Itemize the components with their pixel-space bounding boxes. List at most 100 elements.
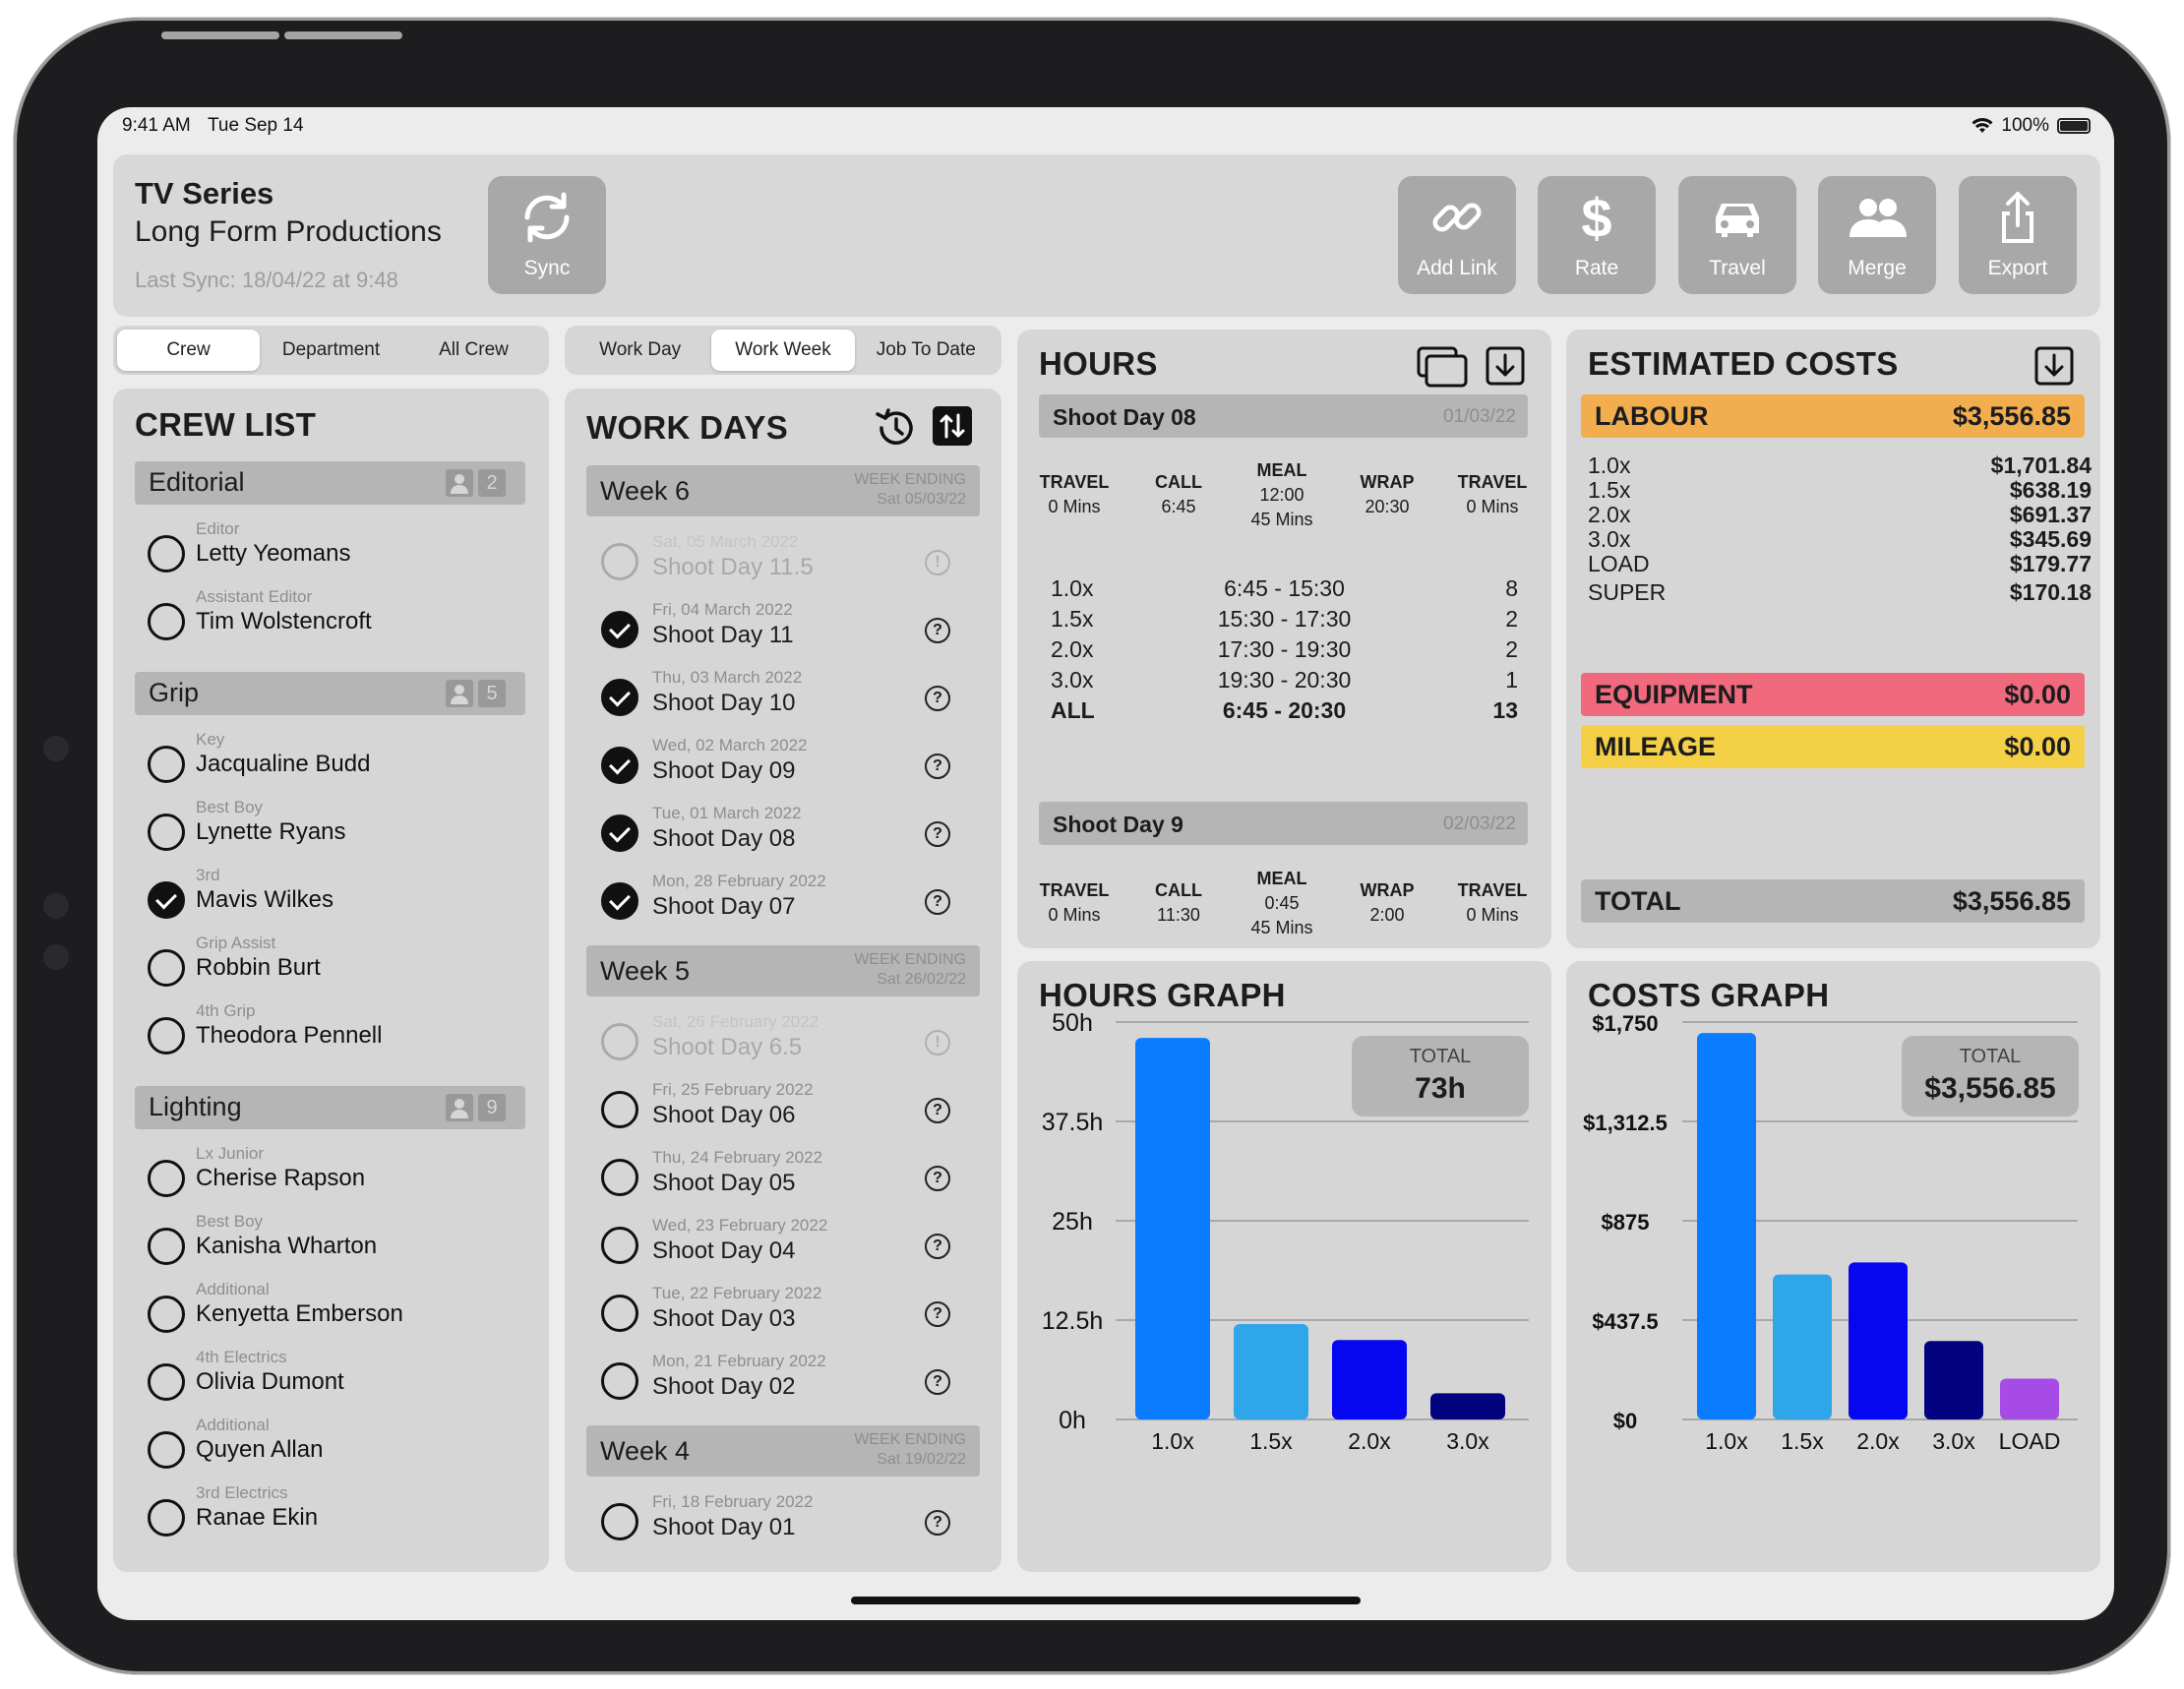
checked-icon[interactable] [148, 881, 185, 919]
help-icon[interactable]: ? [925, 1369, 950, 1395]
unchecked-icon[interactable] [148, 1228, 185, 1265]
crew-member[interactable]: Best Boy Kanisha Wharton [135, 1209, 525, 1277]
bar[interactable] [1332, 1340, 1407, 1419]
tab-job-to-date[interactable]: Job To Date [876, 339, 976, 360]
help-icon[interactable]: ? [925, 889, 950, 915]
info-icon[interactable]: ! [925, 1030, 950, 1056]
bar[interactable] [1234, 1324, 1308, 1419]
work-day[interactable]: Fri, 04 March 2022 Shoot Day 11? [586, 592, 980, 660]
equipment-band[interactable]: EQUIPMENT $0.00 [1581, 673, 2085, 716]
week-header[interactable]: Week 6 WEEK ENDING Sat 05/03/22 [586, 465, 980, 516]
bar[interactable] [1135, 1038, 1210, 1419]
unchecked-icon[interactable] [601, 1503, 638, 1540]
sort-icon[interactable] [933, 406, 972, 446]
week-header[interactable]: Week 5 WEEK ENDING Sat 26/02/22 [586, 945, 980, 996]
work-day[interactable]: Wed, 02 March 2022 Shoot Day 09? [586, 728, 980, 796]
crew-member[interactable]: 4th Grip Theodora Pennell [135, 998, 525, 1066]
crew-member[interactable]: 4th Electrics Olivia Dumont [135, 1345, 525, 1413]
bar[interactable] [1773, 1274, 1832, 1419]
unchecked-icon[interactable] [148, 746, 185, 783]
crew-member[interactable]: Editor Letty Yeomans [135, 516, 525, 584]
help-icon[interactable]: ? [925, 1510, 950, 1536]
work-day[interactable]: Mon, 28 February 2022 Shoot Day 07? [586, 864, 980, 932]
help-icon[interactable]: ? [925, 1098, 950, 1123]
rate-button[interactable]: $ Rate [1538, 176, 1656, 294]
download-icon[interactable] [1485, 345, 1526, 387]
labour-band[interactable]: LABOUR $3,556.85 [1581, 394, 2085, 438]
home-indicator[interactable] [851, 1597, 1361, 1604]
bar[interactable] [1697, 1033, 1756, 1419]
crew-member[interactable]: 3rd Mavis Wilkes [135, 863, 525, 931]
export-button[interactable]: Export [1959, 176, 2077, 294]
merge-button[interactable]: Merge [1818, 176, 1936, 294]
help-icon[interactable]: ? [925, 1301, 950, 1327]
unchecked-icon[interactable] [148, 603, 185, 640]
unchecked-icon[interactable] [601, 1023, 638, 1060]
crew-member[interactable]: Assistant Editor Tim Wolstencroft [135, 584, 525, 652]
unchecked-icon[interactable] [601, 1362, 638, 1400]
unchecked-icon[interactable] [601, 1295, 638, 1332]
tab-department[interactable]: Department [281, 339, 381, 360]
bar[interactable] [1849, 1262, 1908, 1419]
help-icon[interactable]: ? [925, 754, 950, 779]
bar[interactable] [2000, 1378, 2059, 1419]
copy-icon[interactable] [1416, 345, 1469, 389]
download-icon[interactable] [2033, 345, 2075, 387]
department-header[interactable]: Editorial 2 [135, 461, 525, 505]
shoot-day-header[interactable]: Shoot Day 08 01/03/22 [1039, 394, 1528, 438]
crew-member[interactable]: Best Boy Lynette Ryans [135, 795, 525, 863]
unchecked-icon[interactable] [148, 1296, 185, 1333]
unchecked-icon[interactable] [601, 1227, 638, 1264]
help-icon[interactable]: ? [925, 1234, 950, 1259]
crew-member[interactable]: Lx Junior Cherise Rapson [135, 1141, 525, 1209]
crew-member[interactable]: Additional Quyen Allan [135, 1413, 525, 1480]
unchecked-icon[interactable] [148, 1363, 185, 1401]
unchecked-icon[interactable] [148, 1431, 185, 1469]
work-day[interactable]: Wed, 23 February 2022 Shoot Day 04? [586, 1208, 980, 1276]
help-icon[interactable]: ? [925, 1166, 950, 1191]
shoot-day-header[interactable]: Shoot Day 9 02/03/22 [1039, 802, 1528, 845]
checked-icon[interactable] [601, 882, 638, 920]
unchecked-icon[interactable] [601, 1091, 638, 1128]
crew-member[interactable]: Key Jacqualine Budd [135, 727, 525, 795]
work-day[interactable]: Tue, 22 February 2022 Shoot Day 03? [586, 1276, 980, 1344]
checked-icon[interactable] [601, 747, 638, 784]
tab-crew[interactable]: Crew [117, 330, 260, 371]
unchecked-icon[interactable] [601, 1159, 638, 1196]
sync-button[interactable]: Sync [488, 176, 606, 294]
work-day[interactable]: Mon, 21 February 2022 Shoot Day 02? [586, 1344, 980, 1412]
crew-member[interactable]: Grip Assist Robbin Burt [135, 931, 525, 998]
unchecked-icon[interactable] [148, 1499, 185, 1537]
checked-icon[interactable] [601, 611, 638, 648]
add-link-button[interactable]: Add Link [1398, 176, 1516, 294]
unchecked-icon[interactable] [148, 814, 185, 851]
unchecked-icon[interactable] [148, 1017, 185, 1055]
work-day[interactable]: Thu, 03 March 2022 Shoot Day 10? [586, 660, 980, 728]
bar[interactable] [1430, 1393, 1505, 1419]
unchecked-icon[interactable] [148, 1160, 185, 1197]
department-header[interactable]: Grip 5 [135, 672, 525, 715]
work-day[interactable]: Fri, 18 February 2022 Shoot Day 01? [586, 1484, 980, 1552]
history-icon[interactable] [872, 404, 919, 452]
checked-icon[interactable] [601, 679, 638, 716]
mileage-band[interactable]: MILEAGE $0.00 [1581, 725, 2085, 768]
department-header[interactable]: Lighting 9 [135, 1086, 525, 1129]
work-day[interactable]: Tue, 01 March 2022 Shoot Day 08? [586, 796, 980, 864]
unchecked-icon[interactable] [601, 543, 638, 580]
tab-all-crew[interactable]: All Crew [439, 339, 509, 360]
work-day[interactable]: Sat, 05 March 2022 Shoot Day 11.5! [586, 524, 980, 592]
info-icon[interactable]: ! [925, 550, 950, 575]
tab-work-day[interactable]: Work Day [599, 339, 682, 360]
help-icon[interactable]: ? [925, 821, 950, 847]
help-icon[interactable]: ? [925, 618, 950, 643]
work-day[interactable]: Fri, 25 February 2022 Shoot Day 06? [586, 1072, 980, 1140]
bar[interactable] [1924, 1341, 1983, 1419]
week-header[interactable]: Week 4 WEEK ENDING Sat 19/02/22 [586, 1425, 980, 1477]
tab-work-week[interactable]: Work Week [711, 330, 855, 371]
crew-member[interactable]: Additional Kenyetta Emberson [135, 1277, 525, 1345]
travel-button[interactable]: Travel [1678, 176, 1796, 294]
work-day[interactable]: Sat, 26 February 2022 Shoot Day 6.5! [586, 1004, 980, 1072]
unchecked-icon[interactable] [148, 949, 185, 987]
checked-icon[interactable] [601, 814, 638, 852]
crew-member[interactable]: 3rd Electrics Ranae Ekin [135, 1480, 525, 1548]
